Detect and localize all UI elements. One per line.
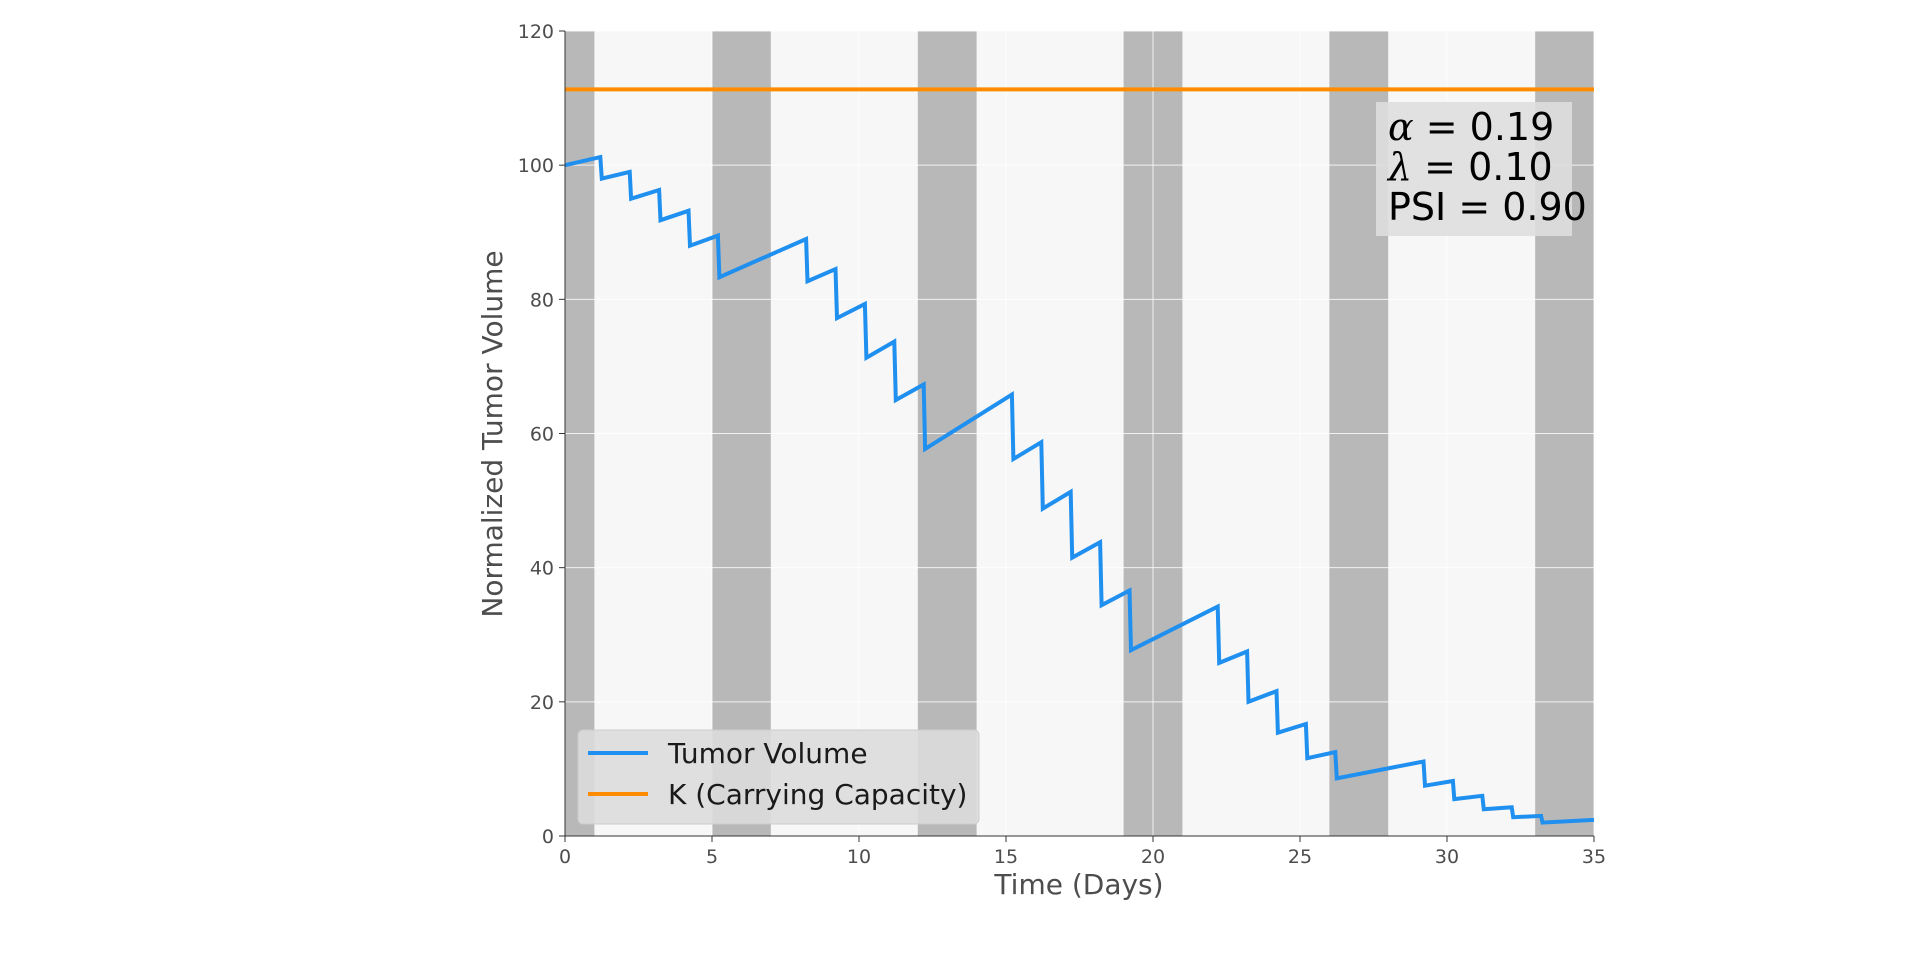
series-line-0 bbox=[564, 154, 1595, 825]
lambda-label: λ = 0.10 bbox=[1386, 145, 1553, 189]
x-tick-label-1: 5 bbox=[706, 846, 718, 868]
y-axis-ticks: 0 20 40 60 80 100 120 bbox=[518, 21, 565, 848]
y-tick-label-1: 20 bbox=[530, 692, 554, 714]
x-tick-label-3: 15 bbox=[994, 846, 1018, 868]
legend-label-tumor-volume: Tumor Volume bbox=[667, 737, 868, 770]
y-tick-label-0: 0 bbox=[542, 826, 554, 848]
x-tick-label-0: 0 bbox=[559, 846, 571, 868]
x-tick-label-5: 25 bbox=[1288, 846, 1312, 868]
y-tick-label-4: 80 bbox=[530, 289, 554, 311]
parameter-box: α = 0.19 λ = 0.10 PSI = 0.90 bbox=[1376, 102, 1587, 236]
lambda-value: 0.10 bbox=[1468, 145, 1553, 189]
x-tick-label-2: 10 bbox=[847, 846, 871, 868]
x-tick-label-7: 35 bbox=[1582, 846, 1606, 868]
y-axis-title: Normalized Tumor Volume bbox=[476, 250, 509, 617]
parameter-box-background bbox=[1376, 102, 1572, 236]
alpha-label: α = 0.19 bbox=[1388, 105, 1554, 149]
y-tick-label-3: 60 bbox=[530, 424, 554, 446]
psi-label: PSI = 0.90 bbox=[1388, 185, 1587, 229]
legend-label-carrying-capacity: K (Carrying Capacity) bbox=[668, 778, 967, 811]
legend-background bbox=[577, 729, 980, 825]
y-tick-label-2: 40 bbox=[530, 558, 554, 580]
x-axis-ticks: 0 5 10 15 20 25 30 35 bbox=[559, 836, 1606, 868]
x-axis-title: Time (Days) bbox=[993, 868, 1163, 901]
psi-value: 0.90 bbox=[1502, 185, 1587, 229]
y-tick-label-5: 100 bbox=[518, 155, 554, 177]
x-tick-label-6: 30 bbox=[1435, 846, 1459, 868]
legend: Tumor Volume K (Carrying Capacity) bbox=[577, 729, 980, 825]
x-tick-label-4: 20 bbox=[1141, 846, 1165, 868]
alpha-value: 0.19 bbox=[1470, 105, 1555, 149]
series-lines bbox=[564, 87, 1595, 825]
y-tick-label-6: 120 bbox=[518, 21, 554, 43]
